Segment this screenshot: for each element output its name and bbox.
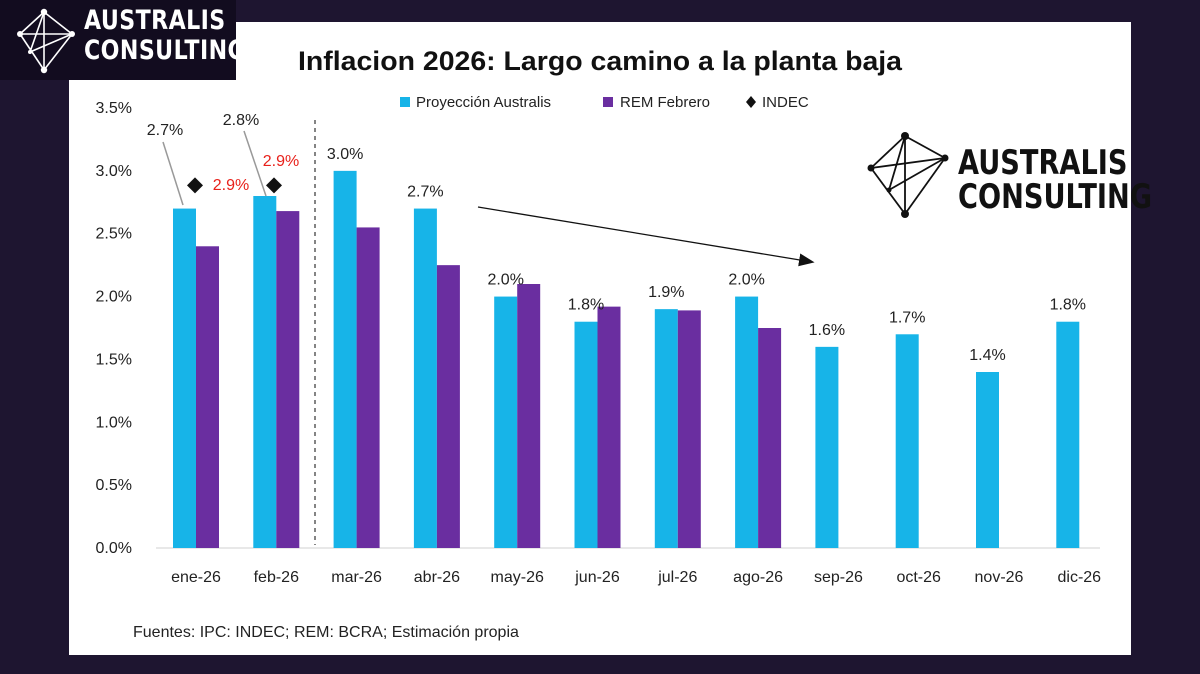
x-tick-label: may-26 <box>491 569 544 586</box>
brand-text-right: AUSTRALIS CONSULTING <box>958 146 1152 214</box>
x-tick-label: ene-26 <box>171 569 221 586</box>
bar-proyeccion <box>654 309 678 548</box>
x-tick-label: jul-26 <box>657 569 697 586</box>
x-tick-label: ago-26 <box>733 569 783 586</box>
x-tick-label: nov-26 <box>975 569 1024 586</box>
data-label-proyeccion: 2.0% <box>728 272 764 289</box>
y-tick-label: 1.0% <box>96 414 132 431</box>
y-tick-label: 0.5% <box>96 477 132 494</box>
data-label-proyeccion: 3.0% <box>327 146 363 163</box>
indec-marker <box>187 177 203 194</box>
bar-proyeccion <box>976 372 999 548</box>
bar-rem <box>677 310 701 548</box>
source-note: Fuentes: IPC: INDEC; REM: BCRA; Estimaci… <box>133 624 519 641</box>
bar-rem <box>196 246 219 549</box>
data-label-proyeccion: 2.7% <box>147 122 183 139</box>
bar-proyeccion <box>253 196 277 548</box>
data-label-proyeccion: 2.8% <box>223 112 259 129</box>
bar-proyeccion <box>574 321 598 548</box>
data-label-proyeccion: 1.8% <box>568 297 604 314</box>
bar-rem <box>597 306 621 548</box>
brand-line-2: CONSULTING <box>958 177 1153 217</box>
constellation-icon-right <box>867 132 949 218</box>
bar-proyeccion <box>895 334 919 548</box>
legend-swatch-proyeccion <box>400 97 410 107</box>
y-tick-label: 1.5% <box>96 351 132 368</box>
data-label-indec: 2.9% <box>213 177 249 194</box>
y-tick-label: 3.5% <box>96 100 132 117</box>
chart-title: Inflacion 2026: Largo camino a la planta… <box>298 46 903 76</box>
data-label-proyeccion: 1.6% <box>809 322 845 339</box>
legend-swatch-rem <box>603 97 613 107</box>
x-tick-label: dic-26 <box>1058 569 1102 586</box>
bar-proyeccion <box>413 208 437 549</box>
bar-proyeccion <box>735 296 759 548</box>
y-tick-label: 2.0% <box>96 289 132 306</box>
bar-rem <box>356 227 380 548</box>
data-label-proyeccion: 2.7% <box>407 184 443 201</box>
brand-line-1: AUSTRALIS <box>958 143 1128 183</box>
indec-marker <box>266 177 282 194</box>
bar-proyeccion <box>815 346 839 548</box>
legend-label-proyeccion: Proyección Australis <box>416 94 551 111</box>
x-tick-label: mar-26 <box>331 569 382 586</box>
legend-marker-indec <box>746 96 756 108</box>
data-label-proyeccion: 1.8% <box>1050 297 1086 314</box>
bar-rem <box>758 328 782 548</box>
logo-line-1: AUSTRALIS <box>84 5 226 36</box>
leader-line <box>162 141 184 206</box>
x-tick-label: abr-26 <box>414 569 460 586</box>
logo-text: AUSTRALIS CONSULTING <box>84 6 246 66</box>
data-label-indec: 2.9% <box>263 153 299 170</box>
bar-rem <box>436 265 460 548</box>
constellation-icon <box>17 8 75 74</box>
data-label-proyeccion: 2.0% <box>487 272 523 289</box>
x-tick-label: oct-26 <box>896 569 941 586</box>
x-tick-label: jun-26 <box>574 569 620 586</box>
x-tick-label: sep-26 <box>814 569 863 586</box>
legend-label-rem: REM Febrero <box>620 94 710 111</box>
bar-proyeccion <box>333 170 357 548</box>
bar-rem <box>517 284 541 548</box>
bar-proyeccion <box>173 208 196 549</box>
y-tick-label: 0.0% <box>96 540 132 557</box>
data-label-proyeccion: 1.9% <box>648 284 684 301</box>
data-label-proyeccion: 1.7% <box>889 309 925 326</box>
logo-line-2: CONSULTING <box>84 35 247 66</box>
bar-proyeccion <box>494 296 518 548</box>
bar-rem <box>276 211 300 549</box>
bar-proyeccion <box>1056 321 1080 548</box>
y-tick-label: 3.0% <box>96 163 132 180</box>
brand-logo: AUSTRALIS CONSULTING <box>0 0 246 80</box>
trend-arrow <box>477 206 815 267</box>
data-label-proyeccion: 1.4% <box>969 347 1005 364</box>
legend-label-indec: INDEC <box>762 94 809 111</box>
leader-line <box>243 130 267 197</box>
y-tick-label: 2.5% <box>96 226 132 243</box>
x-tick-label: feb-26 <box>254 569 299 586</box>
